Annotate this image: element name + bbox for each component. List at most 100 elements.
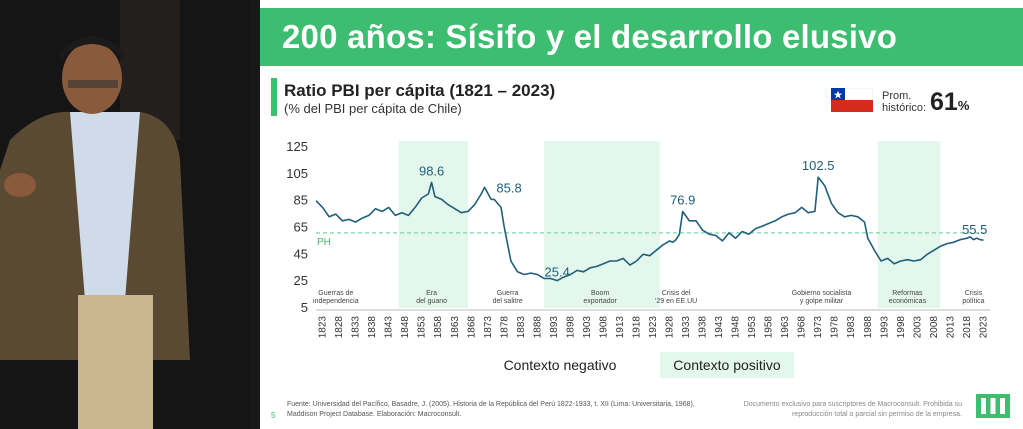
chart-title-accent (271, 78, 277, 116)
average-label: Prom. histórico: (882, 90, 927, 114)
period-annotation-line: del salitre (493, 298, 523, 305)
x-tick-label: 1823 (318, 316, 329, 339)
x-tick-label: 1983 (846, 316, 857, 339)
period-annotation-line: Crisis del (662, 290, 691, 297)
chart-title: Ratio PBI per cápita (1821 – 2023) (284, 81, 556, 100)
y-tick-label: 5 (301, 300, 308, 315)
x-tick-label: 1903 (582, 316, 593, 339)
period-annotation-line: Gobierno socialista (792, 290, 852, 297)
x-tick-label: 2003 (912, 316, 923, 339)
period-annotation-line: independencia (313, 298, 359, 305)
average-number: 61 (930, 88, 958, 116)
x-tick-label: 1948 (731, 316, 742, 339)
x-tick-label: 1988 (863, 316, 874, 339)
period-annotation-line: Reformas (892, 290, 923, 297)
period-annotation: Guerra del salitre (493, 290, 523, 305)
x-tick-label: 1888 (532, 316, 543, 339)
y-tick-label: 65 (294, 220, 308, 235)
y-tick-label: 85 (294, 193, 308, 208)
x-tick-label: 2008 (929, 316, 940, 339)
presentation-slide: 200 años: Sísifo y el desarrollo elusivo… (260, 0, 1023, 429)
data-label: 76.9 (670, 193, 695, 208)
period-annotation: Era del guano (416, 290, 447, 305)
x-tick-label: 1843 (384, 316, 395, 339)
x-tick-label: 1928 (665, 316, 676, 339)
legend-negative: Contexto negativo (503, 357, 617, 373)
data-label: 98.6 (419, 163, 444, 178)
average-value: 61% (930, 88, 969, 117)
data-label: 102.5 (802, 158, 835, 173)
x-tick-label: 1833 (351, 316, 362, 339)
x-tick-label: 1938 (698, 316, 709, 339)
x-tick-label: 1873 (483, 316, 494, 339)
y-tick-label: 25 (294, 273, 308, 288)
period-annotation-line: '29 en EE.UU (655, 298, 697, 305)
legend-positive: Contexto positivo (660, 352, 794, 378)
data-label: 55.5 (962, 222, 987, 237)
positive-period-band (398, 141, 468, 308)
x-tick-label: 1993 (879, 316, 890, 339)
x-tick-label: 1868 (466, 316, 477, 339)
x-tick-label: 1883 (516, 316, 527, 339)
x-tick-label: 1958 (764, 316, 775, 339)
y-tick-label: 45 (294, 246, 308, 261)
macroconsult-logo-icon (976, 394, 1010, 418)
period-annotation-line: económicas (889, 298, 927, 305)
chart-subtitle: (% del PBI per cápita de Chile) (284, 101, 462, 116)
x-tick-label: 1863 (450, 316, 461, 339)
x-tick-label: 1953 (747, 316, 758, 339)
period-annotation: Crisis del '29 en EE.UU (655, 290, 697, 305)
y-tick-label: 125 (286, 139, 308, 154)
reference-line-label: PH (317, 237, 331, 248)
period-annotation-line: política (962, 298, 984, 305)
x-tick-label: 1963 (780, 316, 791, 339)
period-annotation-line: Crisis (965, 290, 983, 297)
x-tick-label: 1933 (681, 316, 692, 339)
chile-flag-icon (831, 88, 873, 112)
period-annotation-line: Guerra (497, 290, 519, 297)
period-annotation: Guerras de independencia (313, 290, 359, 305)
period-annotation-line: del guano (416, 298, 447, 305)
x-tick-label: 1913 (615, 316, 626, 339)
x-tick-label: 1898 (565, 316, 576, 339)
x-tick-label: 1973 (813, 316, 824, 339)
title-bar: 200 años: Sísifo y el desarrollo elusivo (260, 8, 1023, 66)
period-annotation: Reformas económicas (889, 290, 927, 305)
positive-period-band (877, 141, 941, 308)
gdp-ratio-chart: 125 105 85 65 45 25 5 1823 1828 1833 1838 1843 1848 1… (286, 139, 990, 339)
x-tick-label: 2018 (962, 316, 973, 339)
x-tick-label: 1878 (499, 316, 510, 339)
period-annotation-line: y golpe militar (800, 298, 844, 305)
period-annotation-line: Era (426, 290, 437, 297)
positive-period-band (543, 141, 660, 308)
presenter-figure (0, 0, 250, 429)
period-annotation: Crisis política (962, 290, 984, 305)
x-tick-label: 1978 (830, 316, 841, 339)
data-label: 25.4 (545, 265, 570, 280)
period-annotation: Boom exportador (583, 290, 617, 305)
x-tick-label: 1968 (797, 316, 808, 339)
x-tick-label: 1838 (367, 316, 378, 339)
period-annotation-line: Boom (591, 290, 609, 297)
period-annotation-line: exportador (583, 298, 617, 305)
x-tick-label: 2023 (978, 316, 989, 339)
source-note: Fuente: Universidad del Pacífico, Basadr… (287, 401, 695, 418)
x-tick-label: 1998 (896, 316, 907, 339)
x-tick-label: 1893 (549, 316, 560, 339)
period-annotation: Gobierno socialista y golpe militar (792, 290, 852, 305)
data-label: 85.8 (496, 181, 521, 196)
x-tick-label: 2013 (945, 316, 956, 339)
x-tick-label: 1923 (648, 316, 659, 339)
period-annotation-line: Guerras de (318, 290, 353, 297)
x-tick-label: 1918 (631, 316, 642, 339)
slide-title: 200 años: Sísifo y el desarrollo elusivo (282, 18, 898, 55)
average-unit: % (957, 98, 970, 113)
x-tick-label: 1853 (417, 316, 428, 339)
x-tick-label: 1828 (334, 316, 345, 339)
y-tick-label: 105 (286, 166, 308, 181)
x-tick-label: 1908 (598, 316, 609, 339)
disclaimer-note: Documento exclusivo para suscriptores de… (743, 401, 962, 418)
x-tick-label: 1858 (433, 316, 444, 339)
page-number: 5 (271, 411, 276, 420)
x-tick-label: 1943 (714, 316, 725, 339)
